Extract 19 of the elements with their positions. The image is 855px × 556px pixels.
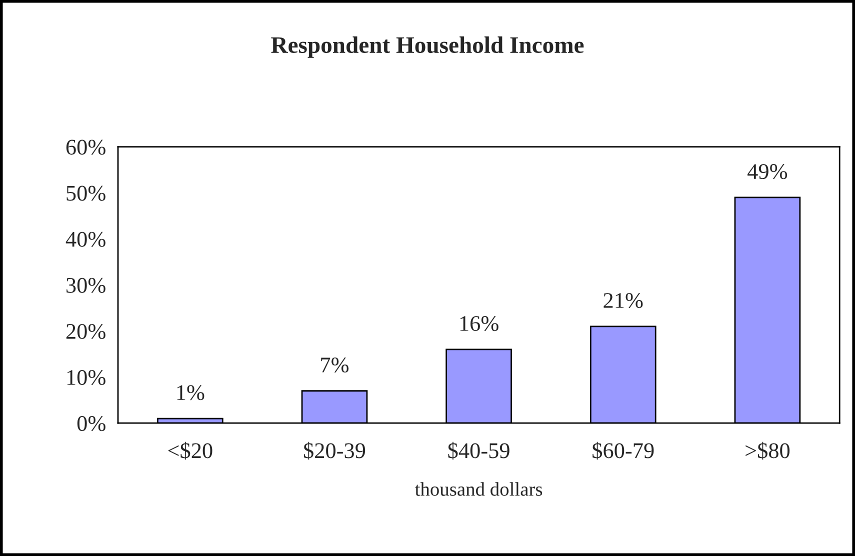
data-label: 16% [460,316,498,332]
x-tick-label: $60-79 [592,442,654,460]
y-tick-label: 50% [66,186,106,201]
y-tick-label: 30% [66,278,106,293]
y-tick-label: 40% [66,232,106,247]
y-tick-label: 20% [66,324,106,340]
data-label: 49% [748,164,788,180]
x-tick-label: >$80 [746,442,790,460]
chart-title: Respondent Household Income [271,36,584,58]
x-tick-label: <$20 [168,442,212,460]
data-label: 21% [604,293,643,308]
x-axis-title: thousand dollars [414,482,542,496]
x-tick-label: $20-39 [304,442,366,460]
y-tick-label: 60% [66,140,106,155]
data-label: 7% [321,357,349,373]
data-label: 1% [177,385,204,400]
y-tick-label: 0% [77,416,106,432]
x-tick-label: $40-59 [448,442,510,460]
y-tick-label: 10% [67,370,106,386]
